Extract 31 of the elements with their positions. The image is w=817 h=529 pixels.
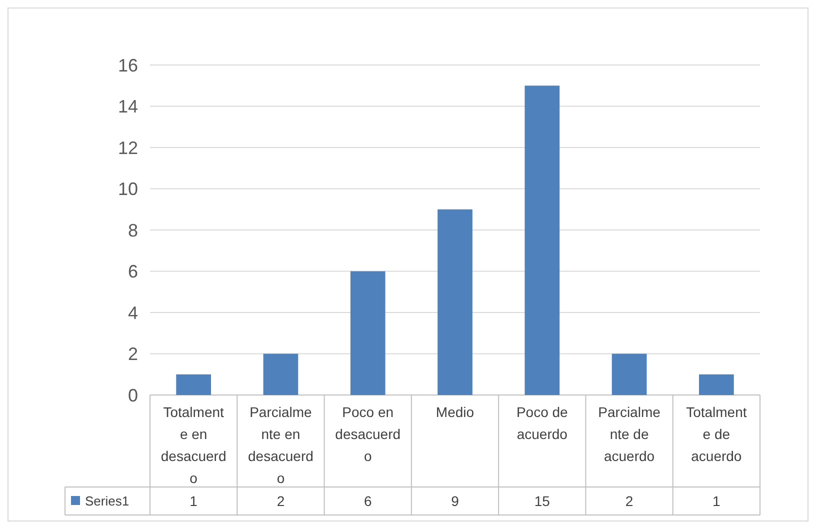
legend-label: Series1 [85, 494, 130, 509]
x-tick-label: Medio [436, 404, 474, 420]
data-label: 1 [712, 492, 721, 509]
data-label: 1 [190, 492, 198, 509]
y-tick-label: 4 [128, 302, 138, 323]
bar [524, 86, 560, 395]
x-tick-label: Poco en desacuerdo [335, 404, 401, 464]
y-tick-label: 2 [128, 344, 138, 364]
bar [438, 209, 472, 395]
data-label: 6 [364, 492, 372, 509]
x-tick-label: Totalmente de acuerdo [686, 404, 747, 464]
x-tick-label: Totalmente en desacuerdo [160, 404, 226, 486]
y-tick-label: 8 [128, 220, 138, 240]
y-tick-label: 12 [118, 138, 138, 158]
x-tick-label: Poco de acuerdo [516, 404, 568, 442]
bar [612, 354, 647, 395]
y-tick-label: 6 [128, 262, 138, 282]
bar [350, 271, 386, 395]
data-label: 2 [276, 492, 285, 509]
data-label: 9 [451, 492, 460, 509]
data-label: 2 [625, 492, 634, 509]
y-tick-label: 16 [118, 55, 138, 76]
y-tick-label: 14 [118, 96, 138, 117]
bar [176, 374, 211, 395]
bar [699, 374, 734, 395]
bar [263, 354, 298, 395]
y-tick-label: 10 [118, 179, 138, 200]
x-tick-label: Parcialmente de acuerdo [598, 404, 661, 464]
data-label: 15 [534, 492, 550, 509]
x-tick-label: Parcialmente en desacuerdo [248, 404, 314, 486]
y-tick-label: 0 [128, 385, 138, 406]
